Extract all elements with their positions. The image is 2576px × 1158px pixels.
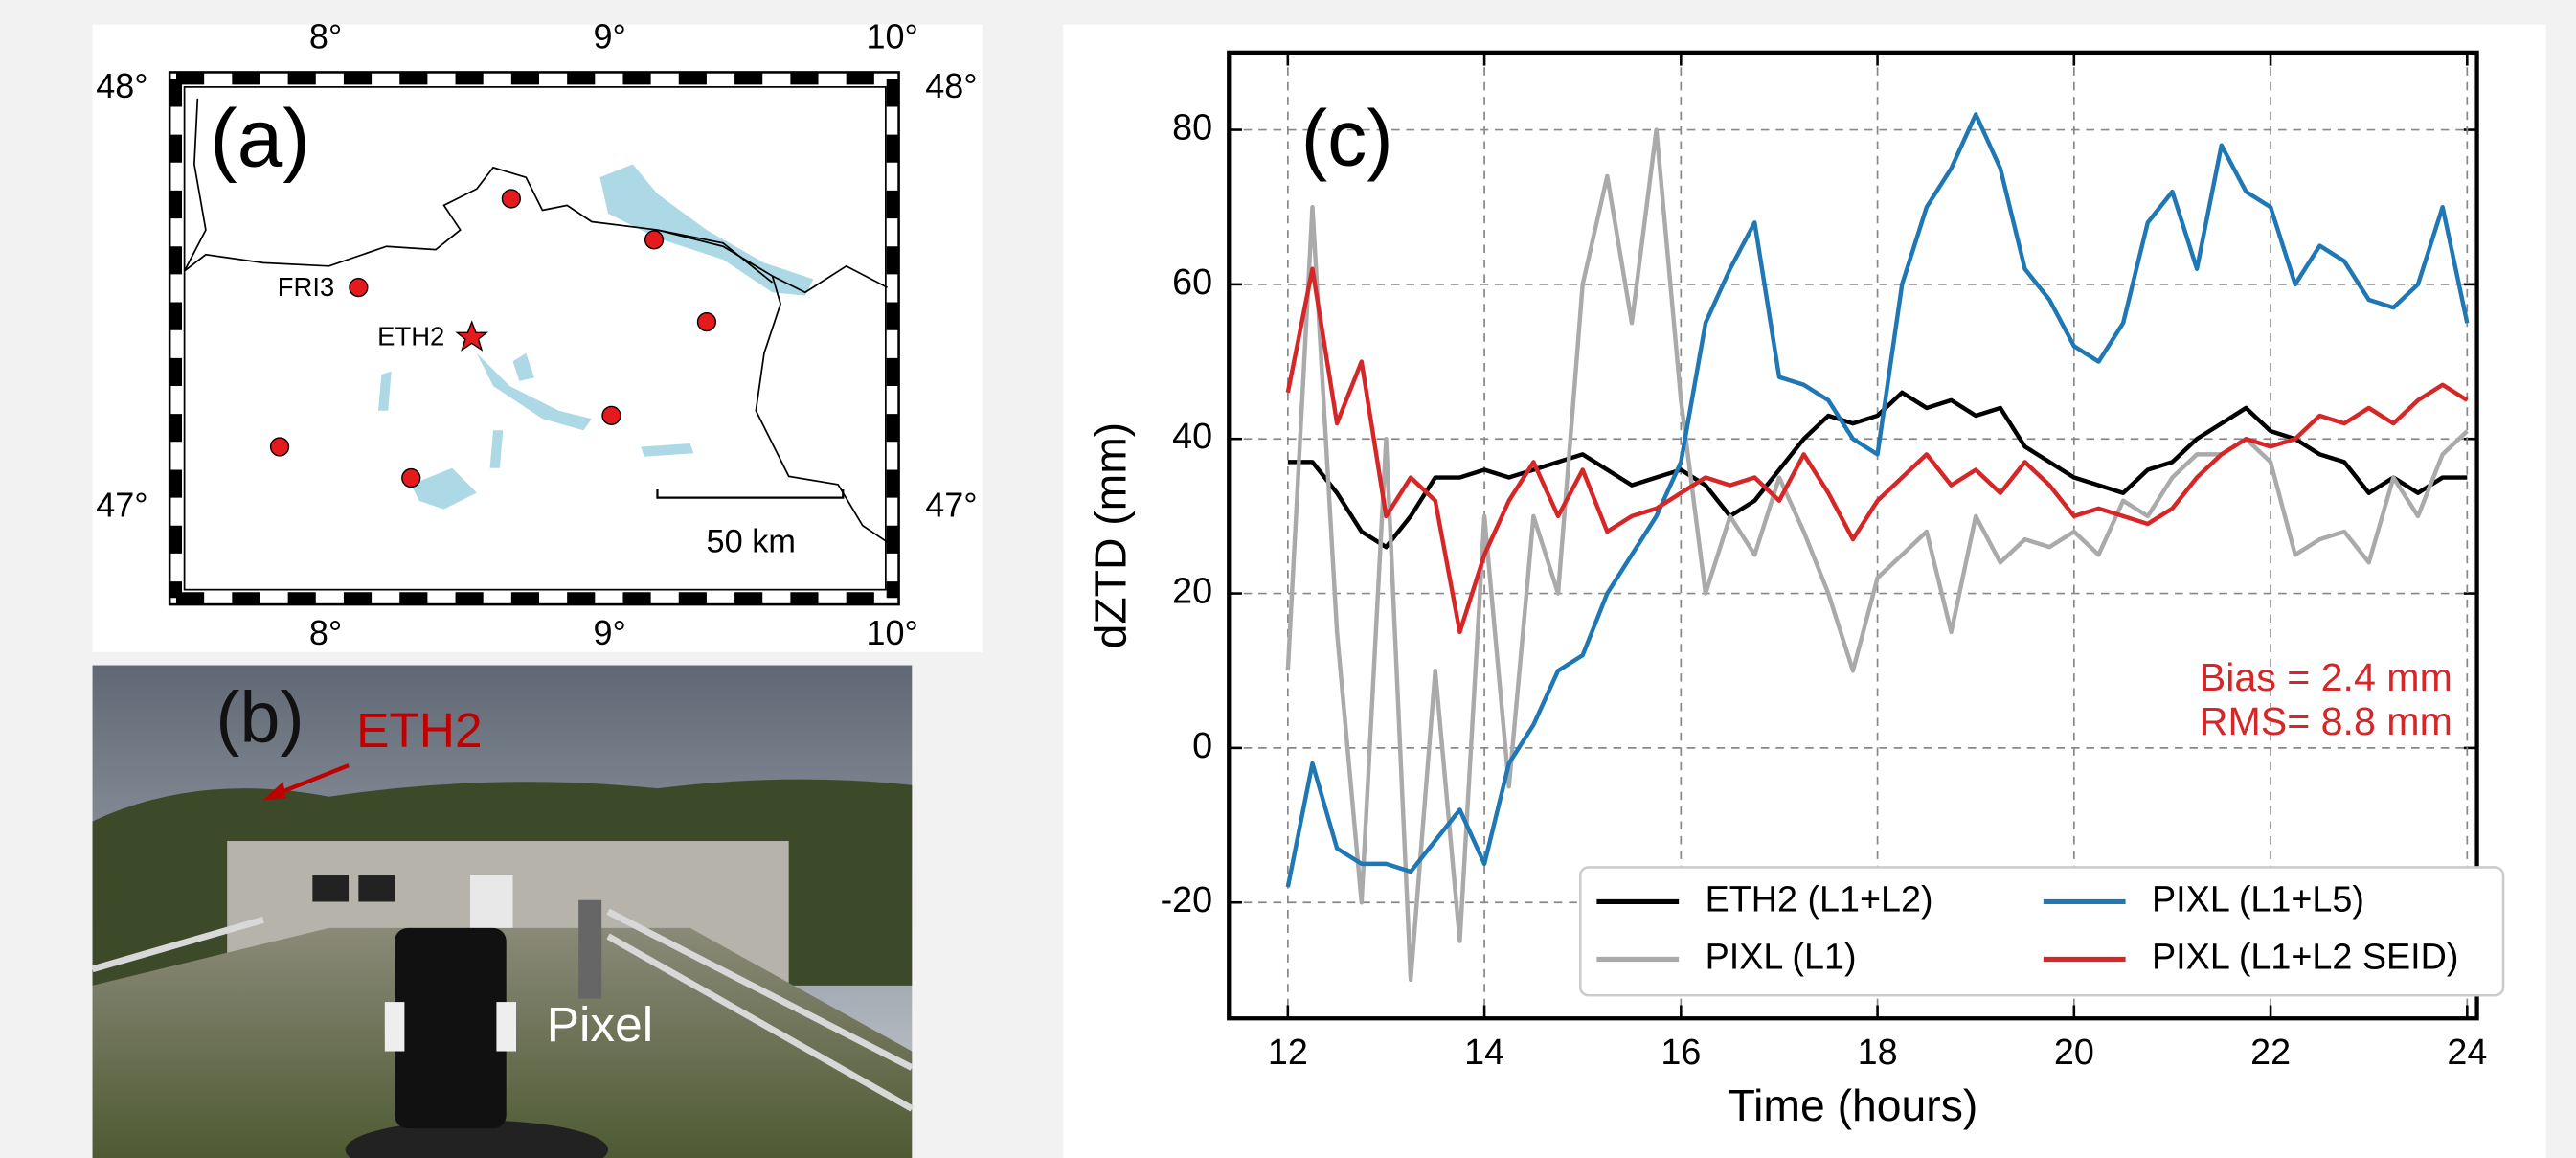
plot-frame — [1227, 50, 2479, 1021]
scale-bar — [656, 489, 845, 499]
photo-label: Pixel — [547, 996, 654, 1052]
map-panel: 50 km (a) FRI3 ETH2 8° 9° 10° 8° 9° 10° … — [92, 17, 983, 652]
panel-label: (a) — [210, 93, 310, 185]
x-tick-label: 14 — [1464, 1032, 1504, 1072]
legend-label: PIXL (L1+L2 SEID) — [2152, 936, 2458, 976]
series-line — [1285, 127, 2469, 983]
map-checker-border — [170, 73, 898, 604]
station-label: ETH2 — [377, 322, 444, 352]
lon-label: 8° — [309, 613, 342, 652]
lon-label: 8° — [309, 17, 342, 57]
y-tick-label: 80 — [1172, 107, 1212, 148]
x-tick-label: 22 — [2250, 1032, 2291, 1072]
y-tick-label: 0 — [1192, 725, 1212, 765]
scale-label: 50 km — [707, 524, 796, 560]
y-tick-label: -20 — [1161, 879, 1213, 920]
photo-label: ETH2 — [356, 702, 482, 758]
photo-mount — [345, 1120, 608, 1158]
legend-label: PIXL (L1) — [1706, 936, 1857, 976]
lon-label: 10° — [866, 17, 917, 57]
series-line — [1285, 112, 2470, 888]
plot-lines — [1285, 112, 2470, 983]
lat-label: 48° — [96, 66, 147, 105]
stations — [269, 189, 717, 488]
x-tick-label: 24 — [2447, 1032, 2487, 1072]
photo-railing — [91, 908, 914, 1112]
borders — [183, 98, 889, 543]
x-tick-label: 20 — [2054, 1032, 2094, 1072]
x-tick-label: 16 — [1661, 1032, 1701, 1072]
series-line — [1287, 390, 2468, 550]
y-axis-label: dZTD (mm) — [1085, 422, 1135, 649]
series-line — [1285, 266, 2469, 635]
photo-antenna — [578, 899, 602, 999]
photo-clamp — [384, 1002, 405, 1052]
lon-label: 9° — [594, 17, 626, 57]
y-tick-label: 40 — [1172, 416, 1212, 456]
lon-label: 9° — [594, 613, 626, 652]
lon-label: 10° — [866, 613, 917, 652]
annotation: RMS= 8.8 mm — [2200, 699, 2452, 743]
photo-window — [312, 875, 350, 902]
legend-box — [1578, 866, 2505, 997]
x-axis-label: Time (hours) — [1729, 1080, 1978, 1130]
panel-label: (b) — [215, 676, 304, 757]
lat-label: 47° — [925, 485, 977, 524]
photo-window — [358, 875, 395, 902]
lakes — [377, 164, 814, 510]
legend-label: ETH2 (L1+L2) — [1706, 878, 1933, 919]
x-tick-label: 18 — [1858, 1032, 1898, 1072]
y-tick-label: 60 — [1172, 261, 1212, 302]
lat-label: 48° — [925, 66, 977, 105]
panel-label: (c) — [1301, 95, 1393, 183]
x-tick-label: 12 — [1268, 1032, 1308, 1072]
lat-label: 47° — [96, 485, 147, 524]
annotation: Bias = 2.4 mm — [2200, 655, 2452, 699]
station-label: FRI3 — [278, 272, 334, 302]
legend-label: PIXL (L1+L5) — [2152, 878, 2364, 919]
photo-panel: (b) ETH2 Pixel — [91, 665, 914, 1158]
photo-clamp — [496, 1002, 516, 1052]
chart: -20 0 20 40 60 80 12 14 16 18 20 22 24 (c) Time (hours… — [1085, 50, 2505, 1130]
photo-phone — [395, 927, 507, 1129]
photo-arrowhead — [262, 782, 286, 801]
y-tick-label: 20 — [1172, 571, 1212, 611]
